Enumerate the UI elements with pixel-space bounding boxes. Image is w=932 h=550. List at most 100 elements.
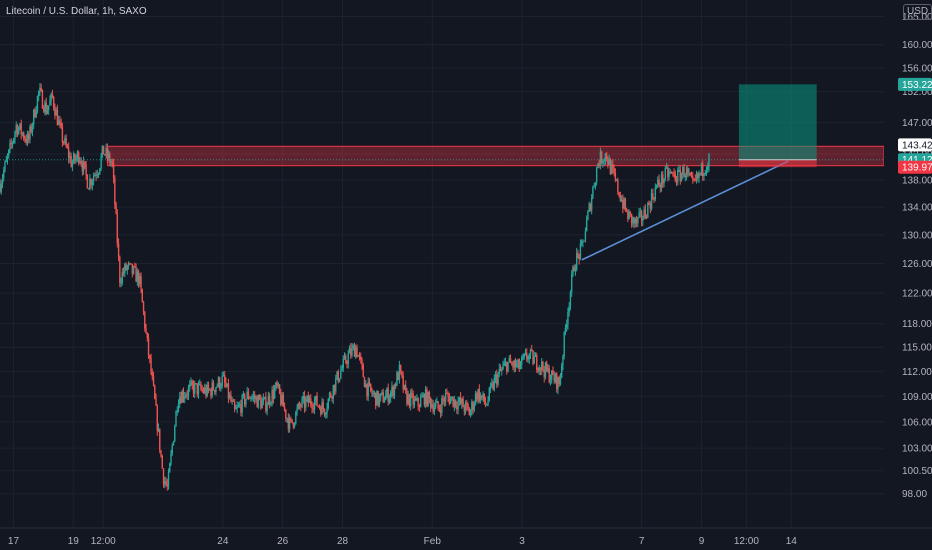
candle bbox=[705, 166, 708, 176]
candle-body bbox=[688, 173, 690, 175]
candle bbox=[358, 352, 361, 361]
candle bbox=[402, 371, 404, 394]
candle-body bbox=[140, 276, 142, 290]
candle bbox=[467, 402, 469, 412]
candle bbox=[394, 382, 397, 390]
candle bbox=[491, 378, 493, 389]
candle bbox=[227, 378, 230, 404]
candle-body bbox=[232, 400, 235, 402]
candle-body bbox=[562, 356, 564, 366]
candle-body bbox=[678, 169, 680, 171]
candle-body bbox=[451, 396, 453, 399]
candle bbox=[217, 376, 220, 388]
candle-body bbox=[169, 463, 171, 473]
candle-body bbox=[436, 401, 438, 404]
candle-body bbox=[650, 193, 653, 209]
candle bbox=[556, 372, 558, 393]
candle bbox=[182, 387, 185, 403]
candle bbox=[594, 181, 597, 190]
candle-body bbox=[231, 400, 233, 402]
candle bbox=[583, 240, 585, 242]
candle-body bbox=[702, 163, 704, 177]
candle-body bbox=[605, 153, 608, 160]
candle bbox=[461, 397, 463, 410]
candle-body bbox=[39, 87, 41, 92]
candle-body bbox=[49, 100, 51, 106]
currency-button[interactable]: USD bbox=[903, 4, 932, 20]
candle-body bbox=[424, 389, 427, 405]
candle bbox=[403, 384, 406, 391]
candle-body bbox=[368, 382, 371, 384]
candle bbox=[69, 151, 71, 164]
candle bbox=[473, 400, 476, 413]
candle-body bbox=[161, 455, 163, 469]
candle-body bbox=[126, 265, 129, 270]
candle-body bbox=[617, 179, 619, 193]
candle-body bbox=[285, 409, 287, 419]
candle bbox=[396, 370, 398, 387]
candle-body bbox=[698, 172, 700, 178]
time-tick-label: 9 bbox=[699, 536, 705, 547]
candle-body bbox=[449, 398, 452, 404]
candle-body bbox=[703, 173, 705, 177]
candle-body bbox=[72, 154, 75, 163]
candle-body bbox=[223, 375, 226, 383]
candle-body bbox=[70, 156, 72, 167]
candle bbox=[247, 388, 250, 401]
candle-body bbox=[607, 159, 609, 165]
candle-body bbox=[51, 93, 54, 97]
candle bbox=[366, 383, 368, 401]
candle bbox=[610, 160, 613, 175]
candle-body bbox=[478, 389, 481, 401]
candle bbox=[679, 165, 681, 185]
candle bbox=[5, 155, 7, 163]
candle-body bbox=[111, 162, 114, 164]
candle bbox=[151, 368, 153, 381]
candle-body bbox=[95, 174, 97, 176]
candle bbox=[157, 423, 160, 433]
candle-body bbox=[0, 183, 1, 192]
symbol-title[interactable]: Litecoin / U.S. Dollar, 1h, SAXO bbox=[6, 6, 147, 17]
candle-body bbox=[538, 367, 540, 372]
candle bbox=[474, 390, 477, 406]
candle bbox=[561, 362, 563, 379]
price-label-box bbox=[898, 138, 932, 152]
candle-body bbox=[442, 398, 444, 401]
candle-body bbox=[619, 195, 622, 202]
candle bbox=[362, 362, 364, 378]
candle bbox=[345, 353, 347, 365]
candle-body bbox=[588, 203, 590, 212]
candle-body bbox=[551, 370, 553, 380]
candle-body bbox=[531, 349, 533, 351]
candle bbox=[604, 152, 607, 165]
candle bbox=[367, 377, 369, 402]
candle-body bbox=[174, 426, 176, 442]
candle bbox=[684, 173, 686, 182]
candle bbox=[498, 363, 500, 378]
candle-body bbox=[645, 217, 648, 219]
candle bbox=[623, 196, 625, 210]
candle bbox=[270, 401, 272, 407]
candle-body bbox=[404, 384, 407, 391]
price-tick-label: 115.00 bbox=[902, 343, 932, 354]
candle bbox=[8, 149, 10, 159]
candle-body bbox=[527, 358, 529, 360]
candle bbox=[409, 389, 412, 411]
candle-body bbox=[679, 169, 681, 181]
price-label: 153.22 bbox=[898, 77, 932, 91]
candle bbox=[698, 170, 700, 184]
candle bbox=[567, 307, 569, 330]
candle-body bbox=[106, 147, 109, 158]
candle-body bbox=[597, 163, 599, 168]
candle-body bbox=[206, 384, 208, 396]
candle-body bbox=[89, 179, 91, 190]
candle bbox=[486, 403, 488, 406]
candle bbox=[442, 394, 444, 405]
candle bbox=[451, 396, 453, 401]
candle bbox=[85, 160, 87, 180]
candle bbox=[514, 357, 517, 372]
candle-body bbox=[288, 418, 291, 429]
candle bbox=[685, 165, 688, 181]
candle bbox=[51, 89, 54, 99]
